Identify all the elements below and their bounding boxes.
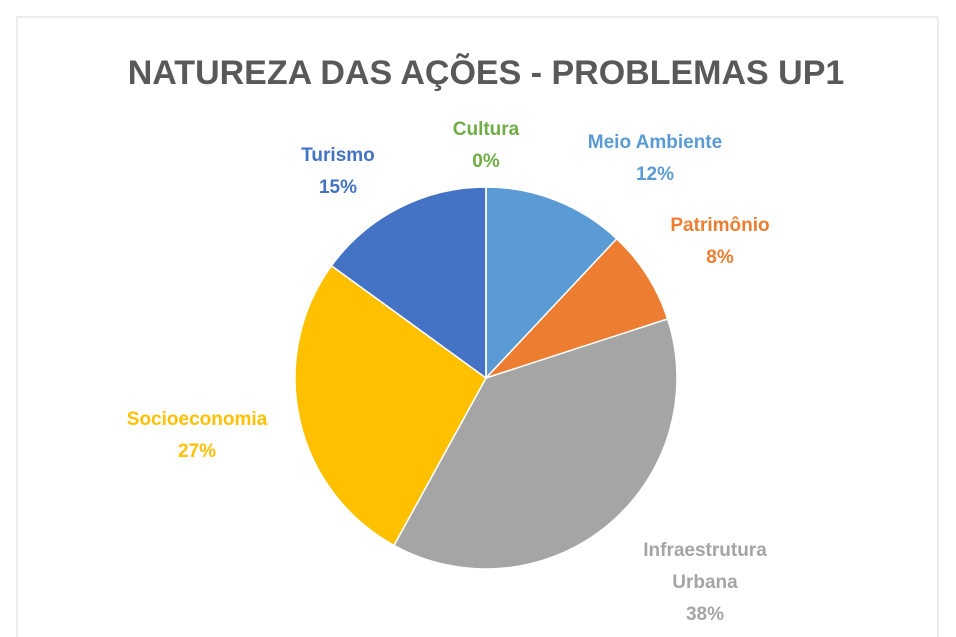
value-label: 12% bbox=[636, 164, 674, 185]
pie-slice bbox=[294, 264, 487, 547]
pie-slice bbox=[485, 237, 669, 379]
value-label: 27% bbox=[178, 441, 216, 462]
chart-title: NATUREZA DAS AÇÕES - PROBLEMAS UP1 bbox=[128, 54, 845, 92]
pie-slice bbox=[485, 186, 618, 380]
pie-slice bbox=[392, 318, 678, 570]
slice-label: Patrimônio bbox=[670, 215, 769, 236]
value-label: 15% bbox=[319, 177, 357, 198]
slice-label: Cultura bbox=[453, 119, 520, 140]
slice-label: Socioeconomia bbox=[127, 409, 268, 430]
value-label: 38% bbox=[686, 604, 724, 625]
pie-slice bbox=[330, 186, 487, 380]
slice-label: Infraestrutura Urbana bbox=[643, 540, 767, 593]
value-label: 8% bbox=[706, 247, 734, 268]
slice-label: Turismo bbox=[301, 145, 375, 166]
value-label: 0% bbox=[472, 151, 500, 172]
slice-label: Meio Ambiente bbox=[588, 132, 722, 153]
